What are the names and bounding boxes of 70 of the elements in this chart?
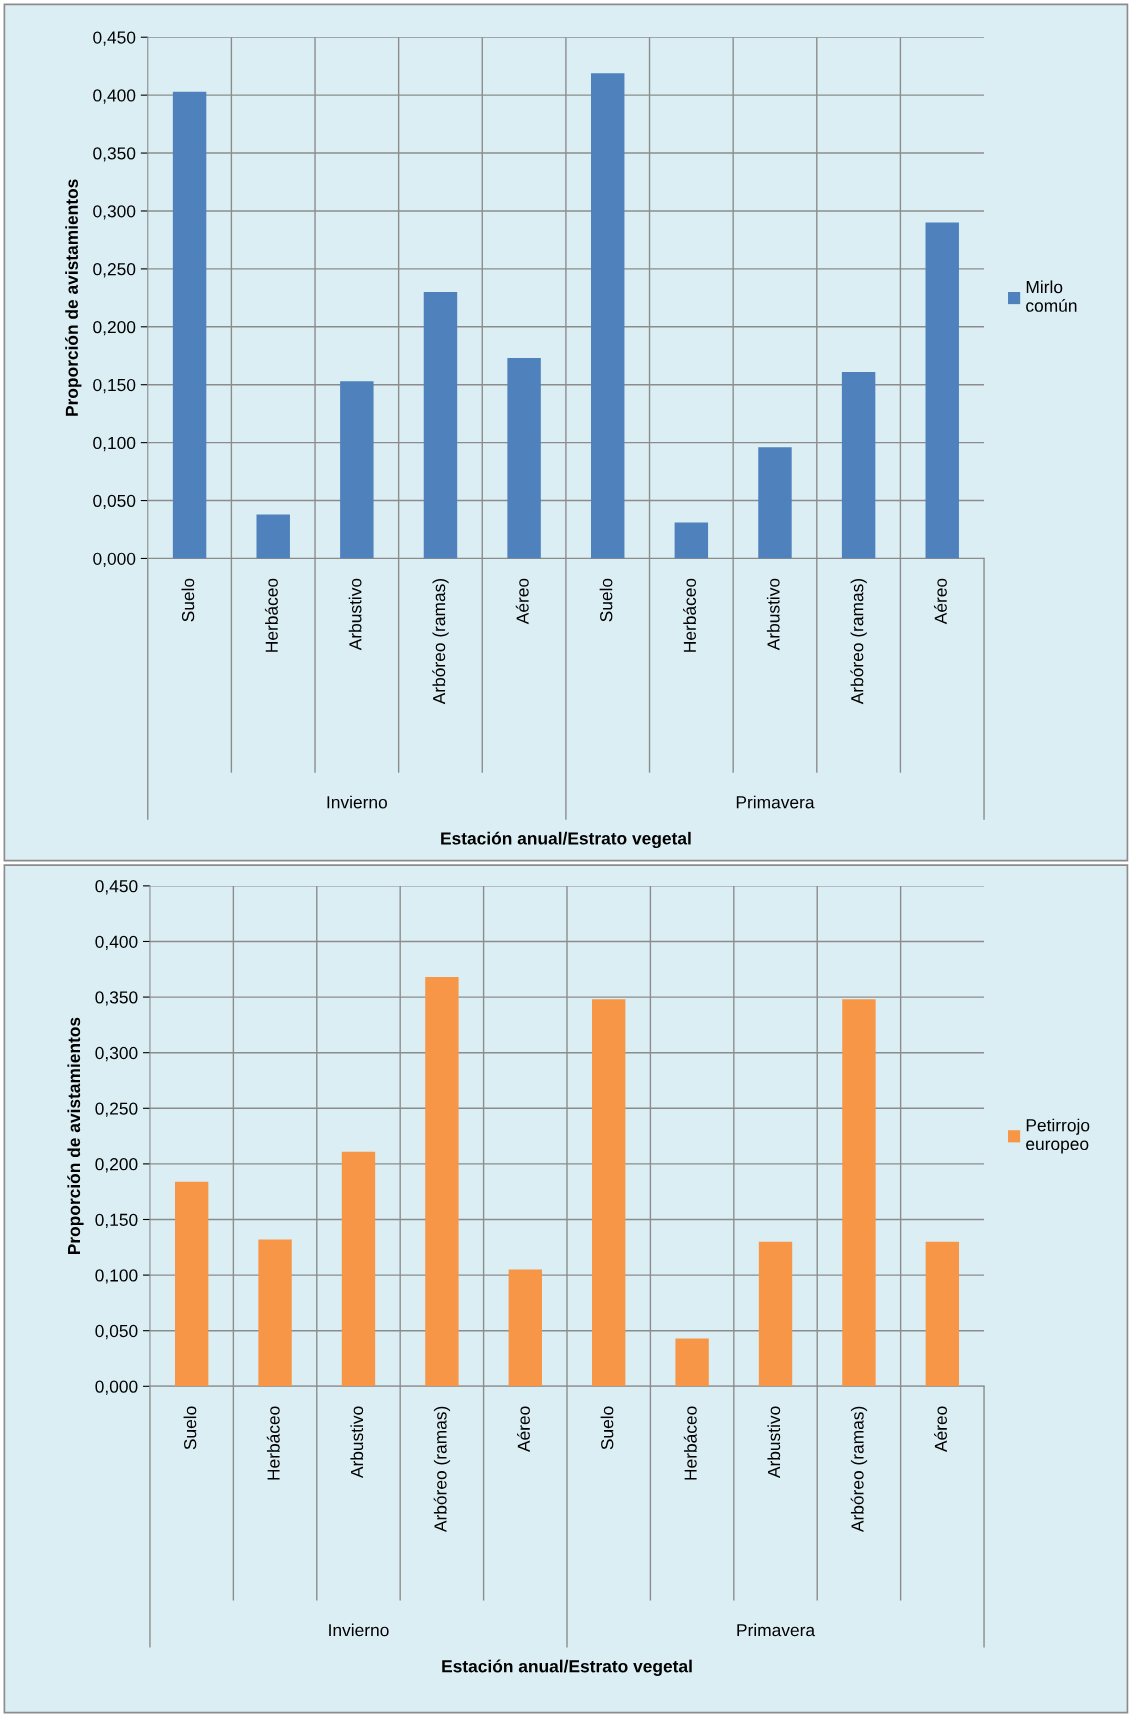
x-tick-label: Aéreo [934, 1406, 947, 1453]
x-tick-label: Arbustivo [767, 1406, 781, 1479]
bar [174, 1181, 209, 1387]
y-tick-label: 0,350 [95, 991, 138, 1006]
bar [925, 1241, 960, 1387]
y-tick-label: 0,000 [95, 1380, 138, 1395]
bar [508, 1269, 542, 1387]
bar [258, 1239, 292, 1387]
y-tick-label: 0,300 [95, 1046, 138, 1062]
text: Primavera [737, 1623, 816, 1637]
bar [425, 977, 459, 1387]
x-tick-label: Arbustivo [766, 578, 780, 651]
x-tick-label: Herbáceo [683, 1406, 697, 1480]
bar [340, 381, 374, 559]
y-tick-label: 0,200 [93, 320, 136, 336]
bar [341, 1151, 376, 1387]
x-tick-label: Arbóreo (ramas) [432, 578, 449, 705]
bar [590, 73, 625, 559]
bar [841, 371, 876, 559]
x-tick-label: Aéreo [933, 578, 947, 625]
x-tick-label: Herbáceo [264, 578, 278, 652]
bar [256, 514, 290, 559]
y-tick-label: 0,450 [95, 880, 138, 895]
y-tick-label: 0,100 [93, 436, 136, 452]
y-axis-title: Proporción de avistamientos [67, 1017, 84, 1255]
x-axis-title: Estación anual/Estrato vegetal [441, 831, 691, 849]
text: Invierno [329, 1623, 389, 1637]
text: Invierno [327, 795, 387, 809]
x-tick-label: Arbustivo [348, 578, 362, 651]
y-tick-label: 0,400 [93, 89, 136, 104]
y-tick-label: 0,050 [93, 494, 136, 510]
bar [423, 292, 458, 559]
y-tick-label: 0,250 [95, 1102, 138, 1117]
y-tick-label: 0,050 [95, 1324, 138, 1340]
legend-label: Petirrojo europeo [1026, 1118, 1090, 1154]
bar [758, 1241, 793, 1387]
bar [675, 1338, 709, 1387]
bar [172, 91, 207, 559]
y-tick-label: 0,400 [95, 935, 138, 950]
x-tick-label: Arbustivo [350, 1406, 364, 1479]
x-axis-title: Estación anual/Estrato vegetal [442, 1659, 692, 1676]
bar [925, 222, 959, 559]
y-tick-label: 0,300 [93, 205, 136, 220]
bar [674, 522, 709, 559]
x-tick-label: Arbóreo (ramas) [850, 578, 867, 705]
x-tick-label: Suelo [183, 1406, 197, 1450]
y-tick-label: 0,100 [95, 1269, 138, 1284]
x-tick-label: Suelo [181, 578, 195, 622]
bar [592, 999, 626, 1387]
y-tick-label: 0,150 [93, 378, 136, 394]
y-tick-label: 0,150 [95, 1213, 138, 1229]
bar [758, 447, 792, 559]
bar [842, 999, 876, 1387]
bar [507, 358, 541, 559]
y-tick-label: 0,200 [95, 1158, 138, 1173]
x-tick-label: Aéreo [515, 578, 529, 625]
y-tick-label: 0,350 [93, 147, 136, 162]
x-tick-label: Suelo [600, 1406, 614, 1450]
y-tick-label: 0,250 [93, 263, 136, 278]
x-tick-label: Arbóreo (ramas) [850, 1406, 868, 1533]
x-tick-label: Herbáceo [266, 1406, 280, 1480]
x-tick-label: Suelo [599, 578, 613, 622]
y-axis-title: Proporción de avistamientos [65, 179, 82, 416]
legend-label: Mirlo común [1026, 280, 1077, 312]
x-tick-label: Arbóreo (ramas) [433, 1406, 451, 1533]
text: Primavera [736, 795, 815, 809]
y-tick-label: 0,000 [93, 552, 136, 567]
x-tick-label: Herbáceo [683, 578, 697, 652]
x-tick-label: Aéreo [517, 1406, 530, 1453]
y-tick-label: 0,450 [93, 31, 136, 46]
